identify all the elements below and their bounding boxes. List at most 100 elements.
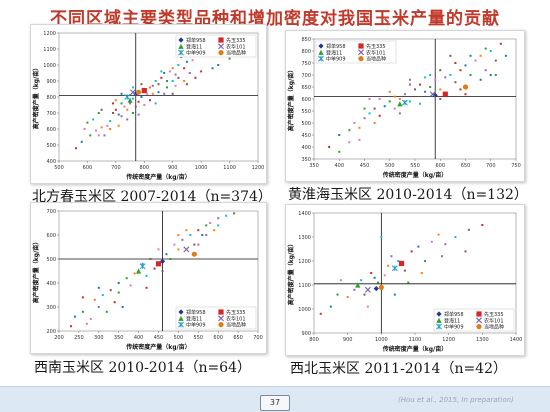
y-tick-label: 900 xyxy=(301,331,311,337)
chart-southwest: 200 250 300 350 400 450 500 550 600 650 700 200 300 4… xyxy=(30,202,267,354)
scatter-point xyxy=(225,214,228,217)
x-tick-label: 900 xyxy=(168,165,178,171)
scatter-point xyxy=(177,76,180,79)
y-tick-label: 600 xyxy=(46,233,56,239)
legend-entry: 郑单958 xyxy=(186,37,206,44)
scatter-point xyxy=(113,301,116,304)
legend-marker xyxy=(318,49,324,55)
scatter-point xyxy=(474,59,477,62)
scatter-point xyxy=(373,122,376,124)
scatter-point xyxy=(120,115,123,118)
y-tick-label: 750 xyxy=(301,61,311,67)
scatter-point xyxy=(429,74,432,76)
variety-point xyxy=(355,282,361,288)
x-tick-label: 500 xyxy=(385,163,395,169)
scatter-point xyxy=(145,274,148,277)
scatter-point xyxy=(137,100,140,103)
y-tick-label: 800 xyxy=(301,49,311,55)
scatter-point xyxy=(140,83,143,86)
scatter-point xyxy=(479,78,482,81)
scatter-point xyxy=(353,288,356,291)
scatter-point xyxy=(148,86,151,89)
legend: 郑单958 先玉335 登海11 农华101 中单909 当地品种 xyxy=(175,306,257,330)
scatter-point xyxy=(494,74,497,76)
legend-entry: 农华101 xyxy=(226,43,246,50)
scatter-point xyxy=(424,76,427,79)
scatter-point xyxy=(148,99,151,102)
x-tick-label: 350 xyxy=(114,335,124,341)
legend-marker xyxy=(436,323,442,330)
variety-point xyxy=(139,263,146,270)
scatter-point xyxy=(464,250,467,253)
scatter-point xyxy=(390,255,393,258)
variety-point xyxy=(155,261,162,267)
scatter-point xyxy=(388,100,391,103)
legend-entry: 中单909 xyxy=(326,56,346,63)
scatter-point xyxy=(143,104,146,106)
x-tick-label: 500 xyxy=(174,335,184,341)
y-tick-label: 1200 xyxy=(43,31,56,37)
legend-marker xyxy=(358,56,364,62)
y-tick-label: 850 xyxy=(301,37,311,43)
scatter-point xyxy=(133,272,136,275)
legend-entry: 农华101 xyxy=(366,49,386,56)
scatter-point xyxy=(81,310,84,313)
variety-point xyxy=(378,284,384,290)
scatter-point xyxy=(464,64,467,67)
variety-point xyxy=(398,260,405,266)
chart-huanghuaihai: 350 400 450 500 550 600 650 700 750 350 400 450 500 5… xyxy=(285,30,525,182)
scatter-point xyxy=(97,112,100,114)
scatter-point xyxy=(363,293,366,296)
scatter-point xyxy=(439,69,442,72)
scatter-point xyxy=(383,105,386,108)
y-tick-label: 1100 xyxy=(43,47,56,53)
scatter-point xyxy=(387,264,390,267)
scatter-point xyxy=(157,83,160,86)
y-tick-label: 1200 xyxy=(298,259,311,265)
variety-point xyxy=(401,99,408,106)
x-tick-label: 500 xyxy=(54,165,64,171)
variety-point xyxy=(442,91,448,97)
scatter-point xyxy=(397,260,400,262)
x-tick-label: 550 xyxy=(410,163,420,169)
legend-marker xyxy=(218,43,224,50)
legend-entry: 郑单958 xyxy=(186,309,206,316)
legend-entry: 中单909 xyxy=(444,324,464,331)
y-tick-label: 500 xyxy=(46,257,56,263)
scatter-point xyxy=(217,224,220,227)
caption-huanghuaihai: 黄淮海玉米区 2010-2014（n=132） xyxy=(288,187,528,203)
scatter-point xyxy=(126,118,129,121)
scatter-point xyxy=(467,228,470,231)
scatter-point xyxy=(177,64,180,66)
scatter-point xyxy=(117,282,120,284)
scatter-point xyxy=(459,69,462,72)
scatter-point xyxy=(100,126,103,129)
caption-north-spring: 北方春玉米区 2007-2014（n=374） xyxy=(32,189,272,205)
scatter-point xyxy=(346,296,349,298)
variety-point xyxy=(124,94,131,100)
legend-entry: 中单909 xyxy=(186,322,206,329)
variety-point xyxy=(127,97,133,103)
scatter-point xyxy=(407,281,410,284)
scatter-point xyxy=(194,76,197,79)
scatter-point xyxy=(373,107,376,110)
y-tick-label: 1400 xyxy=(298,211,311,217)
x-tick-label: 600 xyxy=(83,165,93,171)
scatter-point xyxy=(393,107,396,110)
scatter-point xyxy=(109,289,112,292)
scatter-point xyxy=(484,69,487,72)
scatter-point xyxy=(173,243,176,246)
scatter-point xyxy=(86,121,89,124)
legend-entry: 农华101 xyxy=(484,317,504,324)
chart-northwest-svg: 800 900 1000 1100 1200 1300 140090010001100120… xyxy=(287,211,522,353)
scatter-point xyxy=(89,134,92,137)
scatter-point xyxy=(137,113,140,116)
x-tick-label: 350 xyxy=(309,163,319,169)
scatter-point xyxy=(146,92,149,95)
scatter-point xyxy=(454,81,457,84)
scatter-point xyxy=(183,67,186,70)
scatter-point xyxy=(92,118,95,121)
scatter-point xyxy=(129,284,132,287)
chart-north-spring-svg: 500 600 700 800 900 1000 1100 12004005006007008… xyxy=(32,31,264,181)
scatter-point xyxy=(464,93,467,96)
